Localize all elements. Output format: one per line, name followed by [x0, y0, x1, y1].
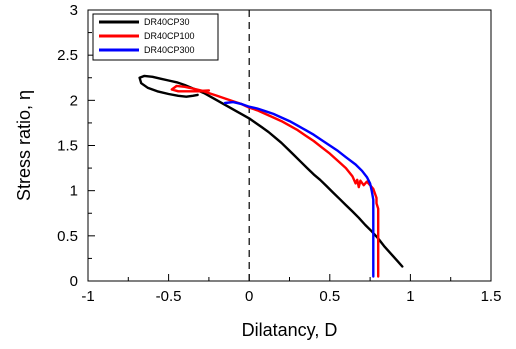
x-tick-label: 1.5 — [481, 288, 502, 305]
legend: DR40CP30 DR40CP100 DR40CP300 — [92, 13, 219, 61]
x-tick-label: 1 — [406, 288, 414, 305]
plot-area: -1 -0.5 0 0.5 1 1.5 0 0.5 1 1.5 2 2.5 3 — [57, 2, 501, 305]
series-line-DR40CP30 — [138, 74, 404, 268]
legend-label-DR40CP30: DR40CP30 — [144, 17, 190, 27]
series-line-DR40CP100 — [170, 84, 380, 278]
axis-ticks: -1 -0.5 0 0.5 1 1.5 0 0.5 1 1.5 2 2.5 3 — [57, 2, 501, 305]
legend-label-DR40CP100: DR40CP100 — [144, 31, 195, 41]
y-tick-label: 3 — [70, 2, 78, 19]
series-layer — [138, 74, 404, 278]
y-axis-title: Stress ratio, η — [14, 90, 34, 201]
x-tick-label: -0.5 — [156, 288, 182, 305]
y-tick-label: 1.5 — [57, 138, 78, 155]
x-tick-label: 0.5 — [319, 288, 340, 305]
x-tick-label: 0 — [245, 288, 253, 305]
y-tick-label: 0.5 — [57, 228, 78, 245]
y-tick-label: 1 — [70, 183, 78, 200]
legend-label-DR40CP300: DR40CP300 — [144, 45, 195, 55]
y-tick-label: 0 — [70, 273, 78, 290]
y-tick-label: 2.5 — [57, 47, 78, 64]
y-tick-label: 2 — [70, 92, 78, 109]
x-axis-title: Dilatancy, D — [242, 320, 338, 340]
x-tick-label: -1 — [81, 288, 94, 305]
series-line-DR40CP300 — [223, 100, 375, 278]
